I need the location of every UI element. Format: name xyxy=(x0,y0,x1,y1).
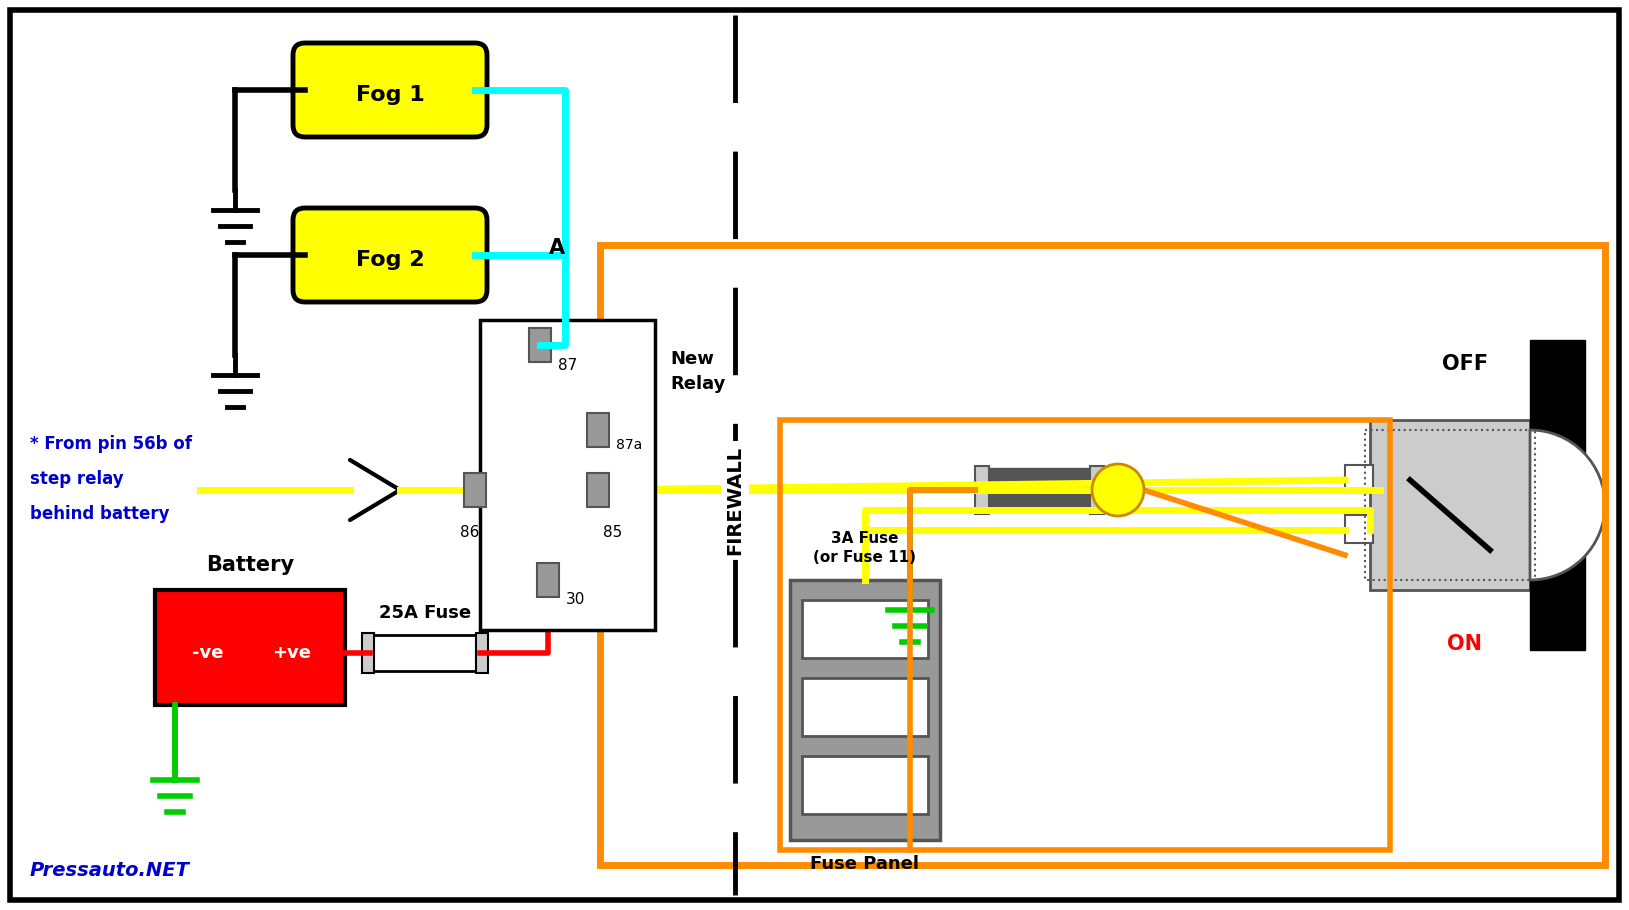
Bar xyxy=(586,413,609,447)
Circle shape xyxy=(1091,464,1144,516)
Text: +ve: +ve xyxy=(272,643,311,662)
Bar xyxy=(801,756,929,814)
Bar xyxy=(1370,420,1530,590)
Bar xyxy=(538,563,559,597)
Text: A: A xyxy=(549,238,565,258)
Text: * From pin 56b of: * From pin 56b of xyxy=(29,435,192,453)
FancyBboxPatch shape xyxy=(293,208,487,302)
Bar xyxy=(790,580,940,840)
Bar xyxy=(1530,340,1585,650)
Bar xyxy=(801,600,929,658)
Text: Pressauto.NET: Pressauto.NET xyxy=(29,861,191,880)
Bar xyxy=(976,466,989,514)
Text: 87: 87 xyxy=(559,358,577,372)
Bar xyxy=(780,420,1390,850)
Wedge shape xyxy=(1530,430,1605,580)
Text: Fog 1: Fog 1 xyxy=(355,85,425,105)
Bar xyxy=(370,634,481,671)
Text: step relay: step relay xyxy=(29,470,124,488)
Bar xyxy=(529,328,551,362)
Bar xyxy=(1365,430,1535,580)
Text: ON: ON xyxy=(1448,634,1482,654)
Bar xyxy=(481,320,655,630)
Text: 85: 85 xyxy=(603,525,622,540)
Bar xyxy=(586,473,609,507)
Bar xyxy=(1090,466,1104,514)
Text: Fog 2: Fog 2 xyxy=(355,250,424,270)
Text: Fuse Panel: Fuse Panel xyxy=(811,855,919,873)
Bar xyxy=(476,632,489,672)
Bar xyxy=(464,473,485,507)
Text: 25A Fuse: 25A Fuse xyxy=(380,604,471,622)
Text: OFF: OFF xyxy=(1442,354,1487,374)
Text: 30: 30 xyxy=(565,592,585,608)
Text: FIREWALL: FIREWALL xyxy=(725,445,744,554)
Text: behind battery: behind battery xyxy=(29,505,169,523)
Bar xyxy=(362,632,375,672)
Text: New
Relay: New Relay xyxy=(670,350,725,393)
Bar xyxy=(599,245,1605,865)
Bar xyxy=(801,678,929,736)
Bar xyxy=(155,590,345,705)
Bar xyxy=(1346,515,1373,543)
Bar xyxy=(1346,465,1373,493)
Text: 87a: 87a xyxy=(616,438,642,452)
Text: -ve: -ve xyxy=(192,643,223,662)
Bar xyxy=(981,468,1090,512)
Text: 3A Fuse
(or Fuse 11): 3A Fuse (or Fuse 11) xyxy=(813,531,917,565)
Text: 86: 86 xyxy=(461,525,479,540)
Text: Battery: Battery xyxy=(205,555,295,575)
FancyBboxPatch shape xyxy=(293,43,487,137)
